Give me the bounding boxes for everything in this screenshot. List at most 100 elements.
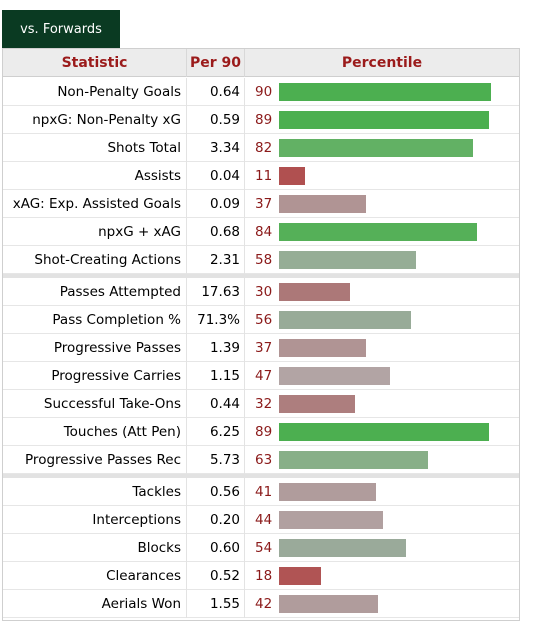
section-divider: [3, 274, 519, 278]
stat-name: Clearances: [3, 562, 187, 590]
percentile-bar: [279, 283, 350, 301]
per90-value: 1.55: [187, 590, 245, 618]
stat-name: Tackles: [3, 478, 187, 506]
percentile-bar: [279, 311, 411, 329]
percentile-value: 89: [255, 112, 273, 128]
per90-value: 17.63: [187, 278, 245, 306]
stat-name: Progressive Passes: [3, 334, 187, 362]
table-row: Blocks 0.60 54: [3, 534, 519, 562]
percentile-bar: [279, 251, 416, 269]
percentile-cell: 56: [245, 306, 519, 334]
percentile-bar: [279, 595, 378, 613]
table-row: Clearances 0.52 18: [3, 562, 519, 590]
percentile-value: 32: [255, 396, 273, 412]
percentile-cell: 54: [245, 534, 519, 562]
per90-value: 0.44: [187, 390, 245, 418]
percentile-value: 54: [255, 540, 273, 556]
table-row: Interceptions 0.20 44: [3, 506, 519, 534]
table-row: Passes Attempted 17.63 30: [3, 278, 519, 306]
percentile-cell: 82: [245, 134, 519, 162]
percentile-cell: 30: [245, 278, 519, 306]
column-header-percentile[interactable]: Percentile: [341, 55, 423, 71]
table-row: Pass Completion % 71.3% 56: [3, 306, 519, 334]
per90-value: 5.73: [187, 446, 245, 474]
stat-name: Aerials Won: [3, 590, 187, 618]
table-row: Successful Take-Ons 0.44 32: [3, 390, 519, 418]
stat-name: Assists: [3, 162, 187, 190]
percentile-cell: 84: [245, 218, 519, 246]
percentile-value: 58: [255, 252, 273, 268]
table-header: Statistic Per 90 Percentile: [3, 49, 519, 77]
per90-value: 3.34: [187, 134, 245, 162]
percentile-cell: 32: [245, 390, 519, 418]
table-row: Progressive Passes 1.39 37: [3, 334, 519, 362]
percentile-cell: 44: [245, 506, 519, 534]
table-row: npxG: Non-Penalty xG 0.59 89: [3, 106, 519, 134]
tab-vs-forwards[interactable]: vs. Forwards: [2, 10, 120, 48]
percentile-cell: 18: [245, 562, 519, 590]
per90-value: 0.20: [187, 506, 245, 534]
percentile-bar: [279, 451, 428, 469]
table-row: Non-Penalty Goals 0.64 90: [3, 78, 519, 106]
stat-name: Interceptions: [3, 506, 187, 534]
percentile-value: 63: [255, 452, 273, 468]
stat-name: Blocks: [3, 534, 187, 562]
percentile-bar: [279, 83, 491, 101]
percentile-bar: [279, 567, 321, 585]
percentile-cell: 58: [245, 246, 519, 274]
percentile-bar: [279, 195, 366, 213]
table-row: Shot-Creating Actions 2.31 58: [3, 246, 519, 274]
column-header-per90[interactable]: Per 90: [187, 49, 245, 77]
per90-value: 0.60: [187, 534, 245, 562]
percentile-value: 90: [255, 84, 273, 100]
per90-value: 71.3%: [187, 306, 245, 334]
per90-value: 0.64: [187, 78, 245, 106]
per90-value: 0.59: [187, 106, 245, 134]
percentile-value: 11: [255, 168, 273, 184]
per90-value: 0.56: [187, 478, 245, 506]
table-row: Tackles 0.56 41: [3, 478, 519, 506]
per90-value: 0.68: [187, 218, 245, 246]
percentile-value: 89: [255, 424, 273, 440]
percentile-value: 44: [255, 512, 273, 528]
percentile-value: 18: [255, 568, 273, 584]
percentile-bar: [279, 139, 473, 157]
stat-name: Progressive Passes Rec: [3, 446, 187, 474]
percentile-cell: 37: [245, 334, 519, 362]
per90-value: 0.09: [187, 190, 245, 218]
percentile-cell: 89: [245, 418, 519, 446]
percentile-cell: 42: [245, 590, 519, 618]
percentile-bar: [279, 367, 390, 385]
table-row: Touches (Att Pen) 6.25 89: [3, 418, 519, 446]
percentile-bar: [279, 423, 489, 441]
stat-name: npxG: Non-Penalty xG: [3, 106, 187, 134]
table-row: npxG + xAG 0.68 84: [3, 218, 519, 246]
per90-value: 6.25: [187, 418, 245, 446]
percentile-cell: 47: [245, 362, 519, 390]
percentile-cell: 63: [245, 446, 519, 474]
table-row: Assists 0.04 11: [3, 162, 519, 190]
table-row: Shots Total 3.34 82: [3, 134, 519, 162]
stat-name: Touches (Att Pen): [3, 418, 187, 446]
percentile-value: 30: [255, 284, 273, 300]
percentile-bar: [279, 483, 376, 501]
column-header-statistic[interactable]: Statistic: [3, 49, 187, 77]
percentile-cell: 11: [245, 162, 519, 190]
percentile-bar: [279, 395, 355, 413]
percentile-value: 42: [255, 596, 273, 612]
per90-value: 0.52: [187, 562, 245, 590]
percentile-cell: 90: [245, 78, 519, 106]
per90-value: 1.15: [187, 362, 245, 390]
stat-name: Non-Penalty Goals: [3, 78, 187, 106]
percentile-bar: [279, 223, 477, 241]
percentile-value: 47: [255, 368, 273, 384]
stat-name: npxG + xAG: [3, 218, 187, 246]
table-row: Aerials Won 1.55 42: [3, 590, 519, 618]
table-row: xAG: Exp. Assisted Goals 0.09 37: [3, 190, 519, 218]
per90-value: 1.39: [187, 334, 245, 362]
percentile-cell: 37: [245, 190, 519, 218]
percentile-bar: [279, 539, 406, 557]
table-row: Progressive Passes Rec 5.73 63: [3, 446, 519, 474]
stat-name: Passes Attempted: [3, 278, 187, 306]
stat-name: Progressive Carries: [3, 362, 187, 390]
